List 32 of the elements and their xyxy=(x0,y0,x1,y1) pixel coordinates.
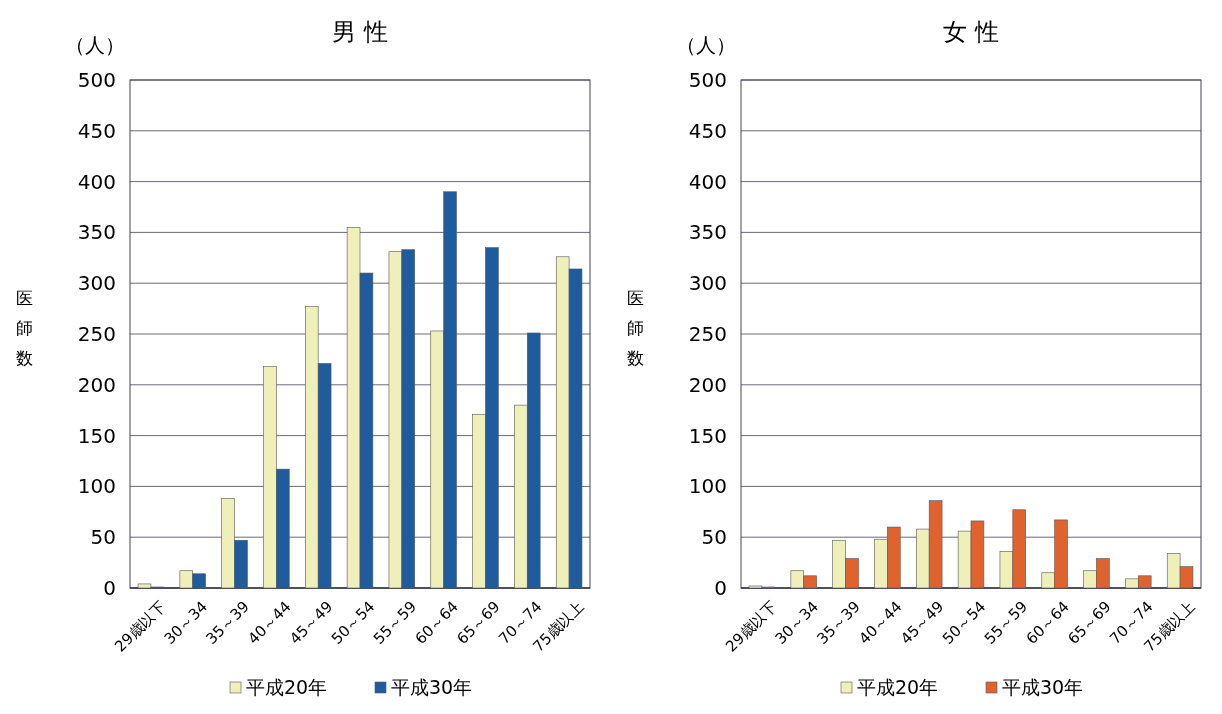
y-tick-label: 450 xyxy=(688,118,727,143)
y-tick-label: 250 xyxy=(77,322,116,346)
y-tick-label: 350 xyxy=(77,220,116,245)
y-tick-label: 200 xyxy=(77,372,116,397)
legend-label: 平成20年 xyxy=(857,676,939,698)
legend-label: 平成30年 xyxy=(1002,676,1084,698)
y-tick-label: 450 xyxy=(77,118,116,143)
y-tick-label: 350 xyxy=(688,220,727,245)
y-axis-title: 医師数 xyxy=(626,288,644,368)
chart-title: 男 性 xyxy=(332,18,388,46)
y-tick-label: 500 xyxy=(688,68,727,92)
y-tick-label: 300 xyxy=(688,271,727,296)
y-tick-label: 500 xyxy=(77,68,116,92)
y-tick-label: 0 xyxy=(103,576,116,600)
y-tick-label: 250 xyxy=(688,322,727,346)
y-tick-label: 200 xyxy=(688,372,727,397)
chart-title: 女 性 xyxy=(943,18,999,46)
y-tick-label: 100 xyxy=(688,474,727,499)
y-tick-label: 100 xyxy=(77,474,116,499)
legend-label: 平成20年 xyxy=(246,676,328,698)
text: （人） xyxy=(65,33,125,57)
y-tick-label: 0 xyxy=(714,576,727,600)
y-tick-label: 50 xyxy=(90,525,116,550)
y-tick-label: 300 xyxy=(77,271,116,296)
y-tick-label: 150 xyxy=(77,423,116,448)
legend-label: 平成30年 xyxy=(391,676,473,698)
y-axis-title: 医師数 xyxy=(15,288,33,368)
y-tick-label: 50 xyxy=(701,525,727,550)
y-tick-label: 400 xyxy=(77,169,116,194)
y-tick-label: 400 xyxy=(688,169,727,194)
text: （人） xyxy=(676,33,736,57)
y-tick-label: 150 xyxy=(688,423,727,448)
